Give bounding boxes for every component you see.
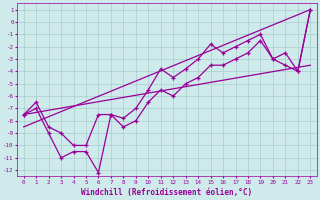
X-axis label: Windchill (Refroidissement éolien,°C): Windchill (Refroidissement éolien,°C) — [81, 188, 252, 197]
